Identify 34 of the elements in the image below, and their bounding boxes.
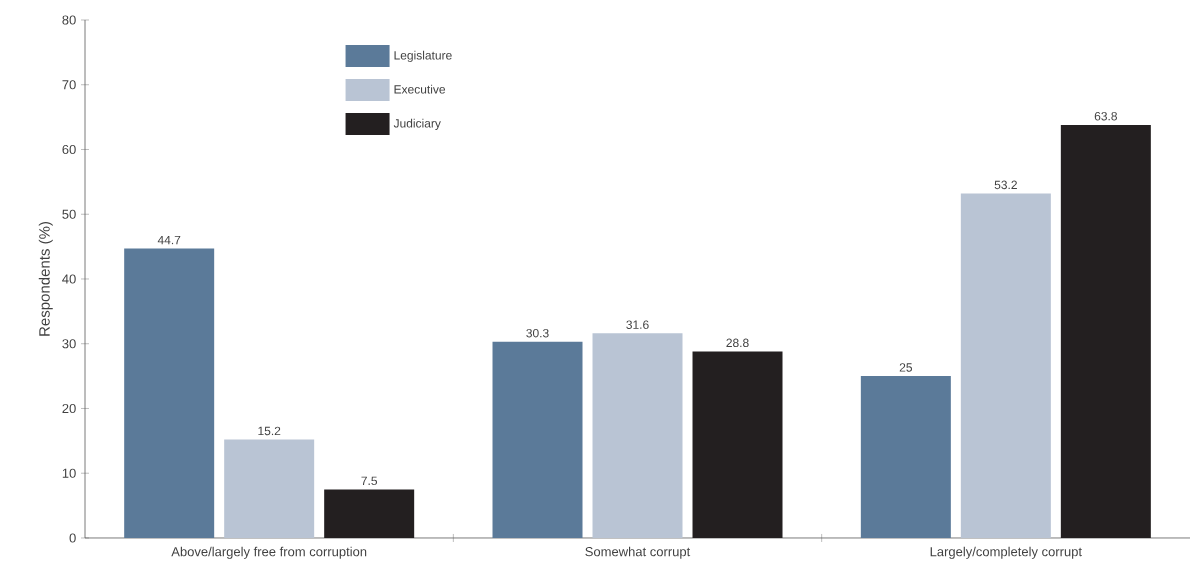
bar [592,333,683,538]
y-tick-label: 0 [69,533,76,543]
data-label: 63.8 [1094,111,1117,121]
y-tick-label: 50 [62,209,76,219]
legend-label: Executive [394,84,446,94]
bar [692,351,783,538]
data-label: 28.8 [726,338,749,348]
y-tick-label: 40 [62,274,76,284]
y-tick-label: 70 [62,80,76,90]
data-label: 7.5 [361,476,378,486]
data-label: 44.7 [157,235,181,245]
bar [124,248,215,538]
bar [1060,124,1151,538]
bar [324,489,415,538]
y-tick-label: 20 [62,403,76,414]
legend-label: Judiciary [393,118,441,130]
bar [492,341,583,538]
data-label: 25 [899,363,913,372]
bar [960,193,1051,538]
legend-label: Legislature [394,50,452,62]
bar [860,376,951,538]
bar [224,439,315,538]
data-label: 31.6 [626,320,649,329]
data-label: 53.2 [994,180,1017,190]
data-label: 15.2 [258,426,281,436]
y-tick-label: 30 [62,339,76,349]
data-label: 30.3 [526,328,549,338]
y-tick-label: 80 [62,15,76,25]
y-tick-label: 60 [62,144,76,155]
x-tick-label: Largely/completely corrupt [930,546,1082,559]
x-tick-label: Above/largely free from corruption [171,546,367,559]
x-tick-label: Somewhat corrupt [585,546,691,559]
y-tick-label: 10 [62,468,76,478]
y-axis-title: Respondents (%) [38,221,53,336]
